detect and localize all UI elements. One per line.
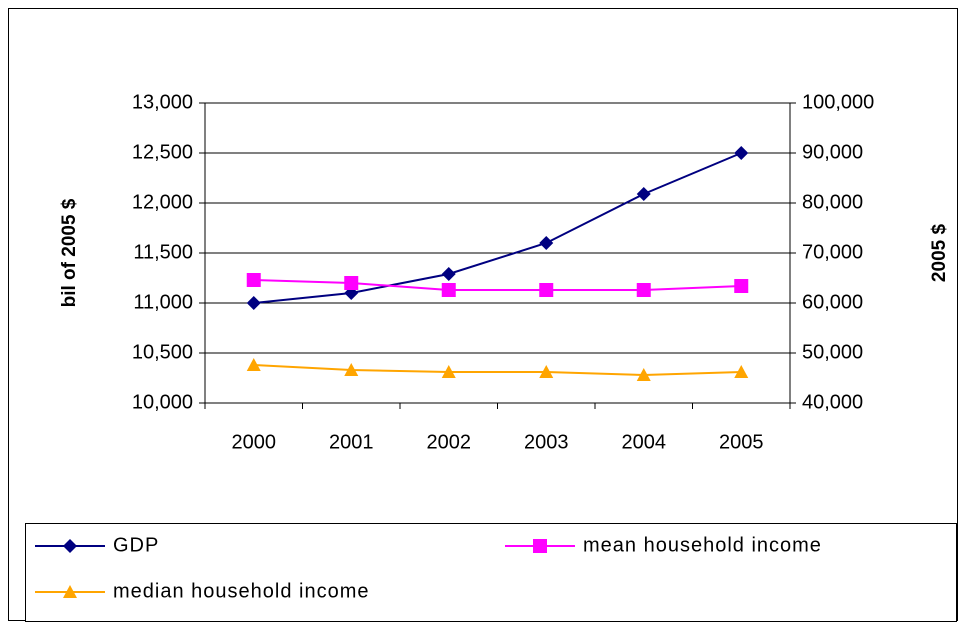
series-line <box>253 279 742 291</box>
data-point <box>734 279 749 293</box>
x-tick-label: 2003 <box>524 431 569 453</box>
y-axis-title: bil of 2005 $ <box>59 198 80 307</box>
data-point <box>344 276 359 290</box>
legend-marker <box>63 585 77 598</box>
y2-tick-label: 50,000 <box>802 341 863 363</box>
data-point <box>636 368 651 381</box>
y-tick-label: 12,500 <box>132 141 193 163</box>
y2-tick-label: 70,000 <box>802 241 863 263</box>
x-tick-label: 2002 <box>427 431 472 453</box>
data-point <box>636 187 651 201</box>
data-point <box>246 358 261 371</box>
data-point <box>734 146 749 160</box>
y-tick-label: 10,500 <box>132 341 193 363</box>
data-point <box>344 363 359 376</box>
y-tick-label: 11,000 <box>133 291 193 313</box>
data-point <box>441 283 456 297</box>
legend-box <box>25 523 957 622</box>
legend-label: GDP <box>113 534 159 556</box>
data-point <box>441 365 456 378</box>
data-point <box>734 365 749 378</box>
data-point <box>636 283 651 297</box>
x-tick-label: 2000 <box>232 431 277 453</box>
legend-label: mean household income <box>583 534 822 556</box>
x-tick-label: 2005 <box>719 431 764 453</box>
series-line <box>253 364 742 377</box>
data-point <box>246 296 261 310</box>
y2-tick-label: 40,000 <box>802 391 863 413</box>
x-tick-label: 2001 <box>329 431 374 453</box>
y-tick-label: 12,000 <box>132 191 193 213</box>
x-tick-label: 2004 <box>622 431 667 453</box>
chart-border <box>8 8 958 621</box>
y2-axis-title: 2005 $ <box>929 224 950 283</box>
y-tick-label: 11,500 <box>133 241 193 263</box>
data-point <box>246 273 261 287</box>
data-point <box>539 236 554 250</box>
y-tick-label: 13,000 <box>132 91 193 113</box>
legend-marker <box>63 539 77 553</box>
y2-tick-label: 90,000 <box>802 141 863 163</box>
legend-label: median household income <box>113 580 370 602</box>
y2-tick-label: 80,000 <box>802 191 863 213</box>
series-line <box>253 152 742 304</box>
legend-marker <box>533 539 547 553</box>
data-point <box>441 267 456 281</box>
data-point <box>539 365 554 378</box>
y2-tick-label: 100,000 <box>802 91 874 113</box>
y-tick-label: 10,000 <box>132 391 193 413</box>
y2-tick-label: 60,000 <box>802 291 863 313</box>
data-point <box>539 283 554 297</box>
